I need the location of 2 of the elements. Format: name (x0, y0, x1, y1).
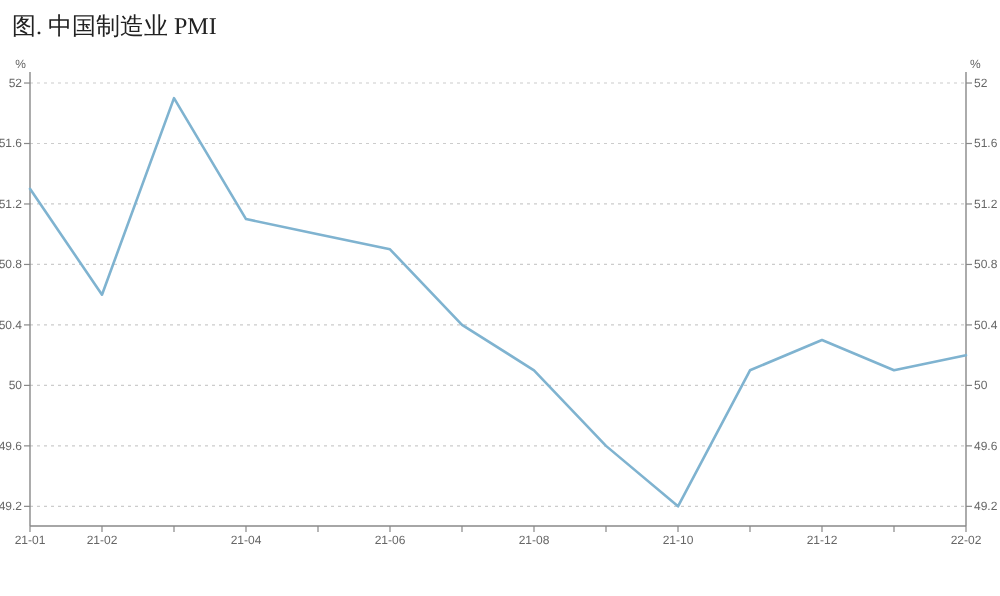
chart-title: 图. 中国制造业 PMI (12, 12, 217, 40)
line-series (28, 96, 968, 508)
